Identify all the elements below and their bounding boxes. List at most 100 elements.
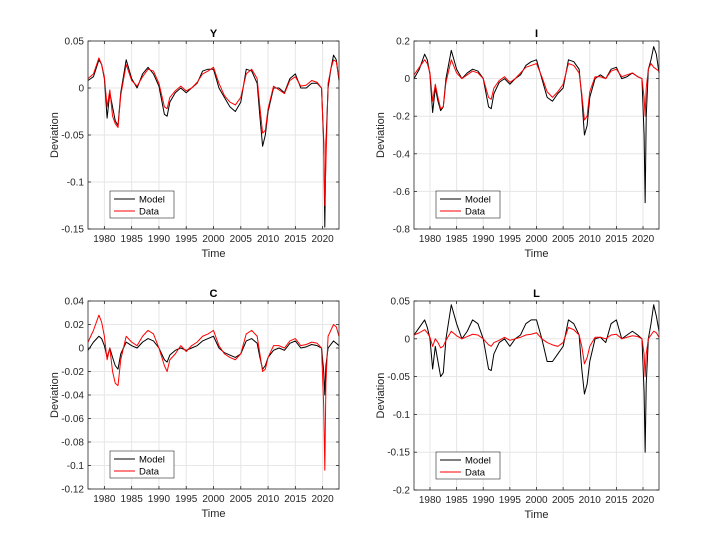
legend-label-model: Model	[465, 195, 491, 206]
legend-box	[109, 190, 175, 219]
x-tick-label: 2015	[605, 495, 628, 506]
y-axis-label: Deviation	[49, 372, 61, 418]
x-tick-label: 2010	[257, 234, 280, 245]
x-tick-label: 1990	[148, 234, 171, 245]
x-axis-label: Time	[201, 508, 225, 520]
series-line-data	[87, 314, 340, 471]
chart-panel-i: 1980 1985 1990 1995 2000 2005 2010 2015 2020 -0.8…	[375, 28, 660, 260]
y-tick-label: -0.08	[61, 438, 84, 449]
y-tick-label: -0.04	[61, 391, 84, 402]
x-tick-label: 2015	[284, 494, 307, 505]
x-tick-label: 2020	[632, 495, 655, 506]
y-tick-label: -0.02	[61, 367, 84, 378]
y-tick-label: 0	[404, 334, 410, 345]
x-tick-label: 2005	[230, 494, 253, 505]
grid	[88, 300, 339, 490]
legend-label-data: Data	[465, 468, 486, 479]
y-tick-label: -0.06	[61, 414, 84, 425]
y-tick-label: -0.4	[393, 149, 411, 160]
chart-title: C	[210, 288, 218, 300]
legend-box	[435, 451, 501, 480]
grid	[88, 40, 339, 230]
x-tick-label: 1985	[445, 234, 468, 245]
x-tick-label: 2000	[202, 234, 225, 245]
legend-label-data: Data	[465, 207, 486, 218]
y-tick-label: -0.8	[393, 225, 411, 236]
x-axis-label: Time	[524, 509, 548, 521]
legend-label-model: Model	[139, 455, 165, 466]
y-tick-label: 0.02	[65, 320, 85, 331]
x-tick-label: 2005	[552, 495, 575, 506]
series-line-data	[413, 326, 660, 378]
y-axis-label: Deviation	[375, 373, 387, 419]
y-tick-label: -0.1	[67, 178, 85, 189]
y-tick-label: 0	[78, 84, 84, 95]
y-tick-label: -0.2	[393, 486, 411, 497]
series-line-data	[87, 57, 340, 206]
x-tick-label: 2020	[312, 234, 335, 245]
chart-panel-c: 1980 1985 1990 1995 2000 2005 2010 2015 2020 -0.1…	[49, 288, 340, 520]
y-axis-label: Deviation	[375, 112, 387, 158]
x-tick-label: 2000	[525, 495, 548, 506]
x-tick-label: 2000	[202, 494, 225, 505]
chart-title: Y	[210, 28, 218, 40]
y-tick-label: -0.6	[393, 187, 411, 198]
y-tick-label: -0.1	[393, 410, 411, 421]
x-tick-label: 2010	[579, 234, 602, 245]
y-tick-label: 0.05	[65, 37, 85, 48]
chart-title: I	[535, 28, 538, 40]
legend-label-model: Model	[139, 195, 165, 206]
legend-label-data: Data	[139, 467, 160, 478]
x-tick-label: 2020	[312, 494, 335, 505]
x-tick-label: 2010	[257, 494, 280, 505]
x-axis-label: Time	[201, 248, 225, 260]
x-tick-label: 1980	[93, 234, 116, 245]
legend-label-model: Model	[465, 456, 491, 467]
legend-box	[109, 450, 175, 479]
y-tick-label: -0.2	[393, 112, 411, 123]
chart-panel-y: 1980 1985 1990 1995 2000 2005 2010 2015 2020 -0.1…	[49, 28, 340, 260]
x-tick-label: 1980	[93, 494, 116, 505]
x-tick-label: 1985	[121, 234, 144, 245]
x-tick-label: 1985	[121, 494, 144, 505]
y-tick-label: 0.04	[65, 297, 85, 308]
legend-box	[435, 190, 501, 219]
series-line-data	[413, 59, 660, 121]
legend-label-data: Data	[139, 207, 160, 218]
y-tick-label: -0.05	[61, 131, 84, 142]
x-tick-label: 2000	[525, 234, 548, 245]
y-tick-label: -0.12	[61, 485, 84, 496]
x-tick-label: 1990	[472, 234, 495, 245]
series-line-model	[87, 335, 340, 396]
y-tick-label: 0.2	[396, 37, 410, 48]
x-tick-label: 1985	[445, 495, 468, 506]
x-tick-label: 1980	[419, 495, 442, 506]
x-tick-label: 1995	[499, 234, 522, 245]
x-tick-label: 1995	[499, 495, 522, 506]
y-tick-label: 0	[404, 74, 410, 85]
x-tick-label: 1980	[419, 234, 442, 245]
y-tick-label: -0.1	[67, 461, 85, 472]
chart-title: L	[533, 288, 540, 300]
y-tick-label: -0.15	[61, 225, 84, 236]
x-tick-label: 2010	[579, 495, 602, 506]
x-tick-label: 2005	[552, 234, 575, 245]
y-axis-label: Deviation	[49, 112, 61, 158]
y-tick-label: 0.05	[391, 297, 411, 308]
x-axis-label: Time	[524, 248, 548, 260]
y-tick-label: -0.15	[387, 448, 410, 459]
x-tick-label: 2015	[605, 234, 628, 245]
x-tick-label: 2005	[230, 234, 253, 245]
x-tick-label: 1990	[148, 494, 171, 505]
chart-panel-l: 1980 1985 1990 1995 2000 2005 2010 2015 2020 -0.2…	[375, 288, 660, 521]
x-tick-label: 2020	[632, 234, 655, 245]
y-tick-label: 0	[78, 344, 84, 355]
x-tick-label: 1995	[175, 234, 198, 245]
y-tick-label: -0.05	[387, 372, 410, 383]
x-tick-label: 1995	[175, 494, 198, 505]
